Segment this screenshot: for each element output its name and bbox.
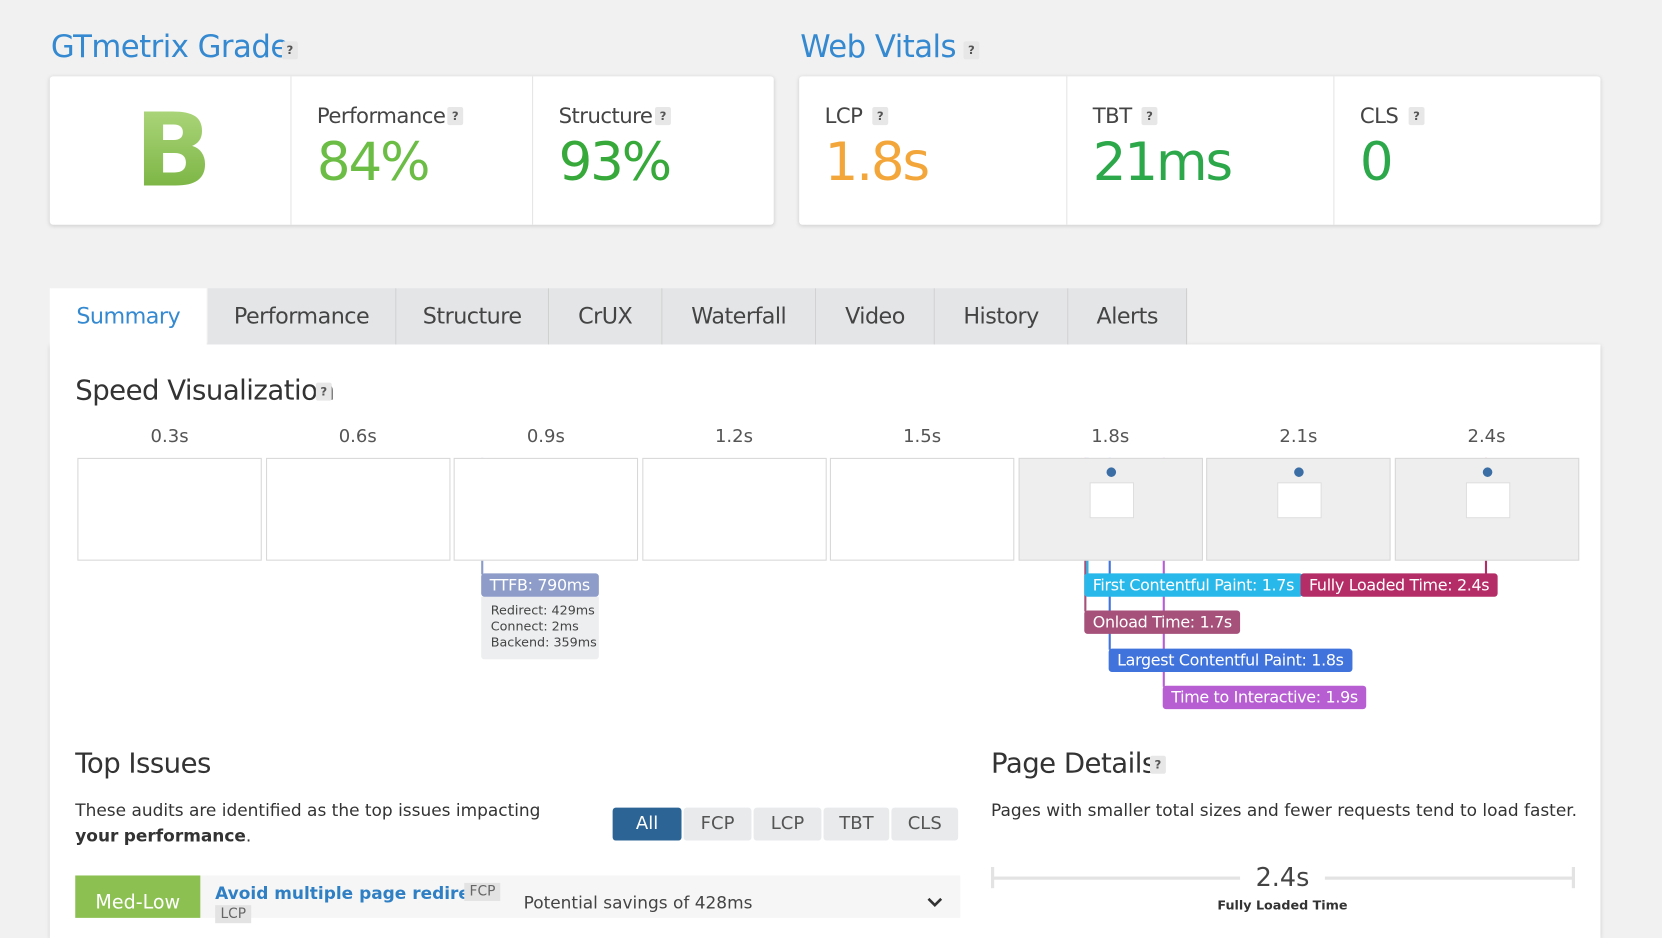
page-thumbnail [1465,482,1510,519]
tab[interactable]: Video [816,288,935,345]
ttfb-details: Redirect: 429ms Connect: 2ms Backend: 35… [481,596,599,660]
metric-cell: CLS ? 0 [1333,76,1601,225]
metric-value: 84% [316,131,431,193]
time-label: 2.1s [1279,426,1318,448]
tab[interactable]: Structure [396,288,550,345]
tab[interactable]: Summary [49,288,207,345]
timeline-cap [991,866,995,889]
impact-badge: Med-Low [75,875,201,918]
metric-value: 0 [1359,131,1394,193]
text: . [245,825,252,846]
filter-button[interactable]: FCP [683,807,752,841]
help-icon[interactable]: ? [963,41,980,60]
marker-label: Fully Loaded Time: 2.4s [1300,573,1498,597]
issue-title[interactable]: Avoid multiple page redirects [215,882,499,904]
page-thumbnail [1089,482,1134,519]
marker-line [1162,457,1165,687]
filmstrip-frame [265,457,450,561]
marker-label: Time to Interactive: 1.9s [1162,685,1367,710]
metric-label: Structure [558,102,653,129]
description: These audits are identified as the top i… [75,798,573,849]
metric-label: Performance [316,102,446,129]
filter-button[interactable]: LCP [753,807,822,841]
ttfb-detail-list: Redirect: 429ms Connect: 2ms Backend: 35… [491,603,597,651]
section-title: Speed Visualization [75,375,335,408]
issue-row[interactable]: Med-Low Avoid multiple page redirects FC… [75,875,961,924]
help-icon[interactable]: ? [447,107,464,126]
metric-cell: Performance ? 84% [290,76,532,225]
filter-button[interactable]: TBT [823,807,890,841]
page: {"help_icon":"?", "grade":{"title":"GTme… [49,28,1601,938]
vitals-card: LCP ? 1.8s TBT ? 21ms CLS ? 0 [799,76,1601,225]
metric-cell: LCP ? 1.8s [799,76,1066,224]
issue-tag: FCP [464,882,501,901]
marker-label: TTFB: 790ms [481,573,599,597]
help-icon[interactable]: ? [281,41,298,60]
filmstrip-frame [641,457,827,561]
issue-tag: LCP [215,905,252,924]
metric-cell: TBT ? 21ms [1066,76,1334,225]
description: Pages with smaller total sizes and fewer… [991,800,1578,821]
metric-label: TBT [1092,102,1132,129]
filter-button[interactable]: All [612,807,682,841]
thumbnail-logo [1482,467,1492,477]
filmstrip-frame [1018,457,1203,561]
time-label: 2.4s [1467,426,1506,448]
tab[interactable]: History [934,288,1069,345]
metric-label: LCP [824,102,863,129]
tab[interactable]: CrUX [549,288,663,345]
marker-label: First Contentful Paint: 1.7s [1084,573,1303,597]
help-icon[interactable]: ? [872,107,889,126]
metric-value: 93% [558,131,673,193]
chevron[interactable] [926,897,943,908]
filmstrip-frame [829,457,1015,561]
metric-value: 21ms [1092,131,1233,193]
grade-letter: B [134,91,213,210]
section-title: GTmetrix Grade [50,28,289,65]
help-icon[interactable]: ? [1141,107,1158,126]
tab[interactable]: Alerts [1068,288,1188,345]
ttfb-detail: Redirect: 429ms [490,603,595,618]
marker-label: Onload Time: 1.7s [1084,610,1241,634]
filter-button[interactable]: CLS [891,807,959,841]
ttfb-detail: Connect: 2ms [490,618,579,634]
tab[interactable]: Waterfall [662,288,817,345]
page-thumbnail [1277,482,1322,519]
timeline-cap [1571,866,1576,889]
section-title: Top Issues [75,748,211,781]
filmstrip-frame [453,457,639,561]
time-label: 0.3s [150,426,189,448]
tab[interactable]: Performance [207,288,397,345]
help-icon[interactable]: ? [655,107,671,126]
ttfb-detail: Backend: 359ms [490,634,597,650]
text: These audits are identified as the top i… [75,800,541,821]
help-icon[interactable]: ? [1149,755,1166,774]
issue-savings: Potential savings of 428ms [523,892,753,913]
text-bold: performance [123,825,246,846]
screen: GTmetrix Grade ? B Performance ? 84% Str… [49,28,1601,938]
time-label: 1.2s [714,426,754,448]
section-title: Page Details [991,748,1156,781]
metric-value: 1.8s [824,131,931,193]
filmstrip-frame [1206,457,1391,561]
grade-card: B Performance ? 84% Structure ? 93% [49,76,775,225]
filmstrip-frame [77,457,262,561]
metric-cell: Structure ? 93% [532,76,775,225]
time-label: 0.6s [338,426,377,448]
fully-loaded-label: Fully Loaded Time [1217,897,1348,913]
thumbnail-logo [1106,467,1116,477]
time-label: 1.5s [903,426,942,448]
time-label: 1.8s [1091,426,1130,448]
thumbnail-logo [1294,467,1304,477]
filmstrip-frame [1394,457,1579,561]
help-icon[interactable]: ? [1408,107,1425,126]
section-title: Web Vitals [800,28,957,65]
marker-label: Largest Contentful Paint: 1.8s [1108,648,1353,672]
metric-label: CLS [1359,102,1399,129]
time-label: 0.9s [526,426,565,448]
fully-loaded-value: 2.4s [1240,862,1325,893]
help-icon[interactable]: ? [315,382,332,401]
text-bold: your [75,825,119,846]
